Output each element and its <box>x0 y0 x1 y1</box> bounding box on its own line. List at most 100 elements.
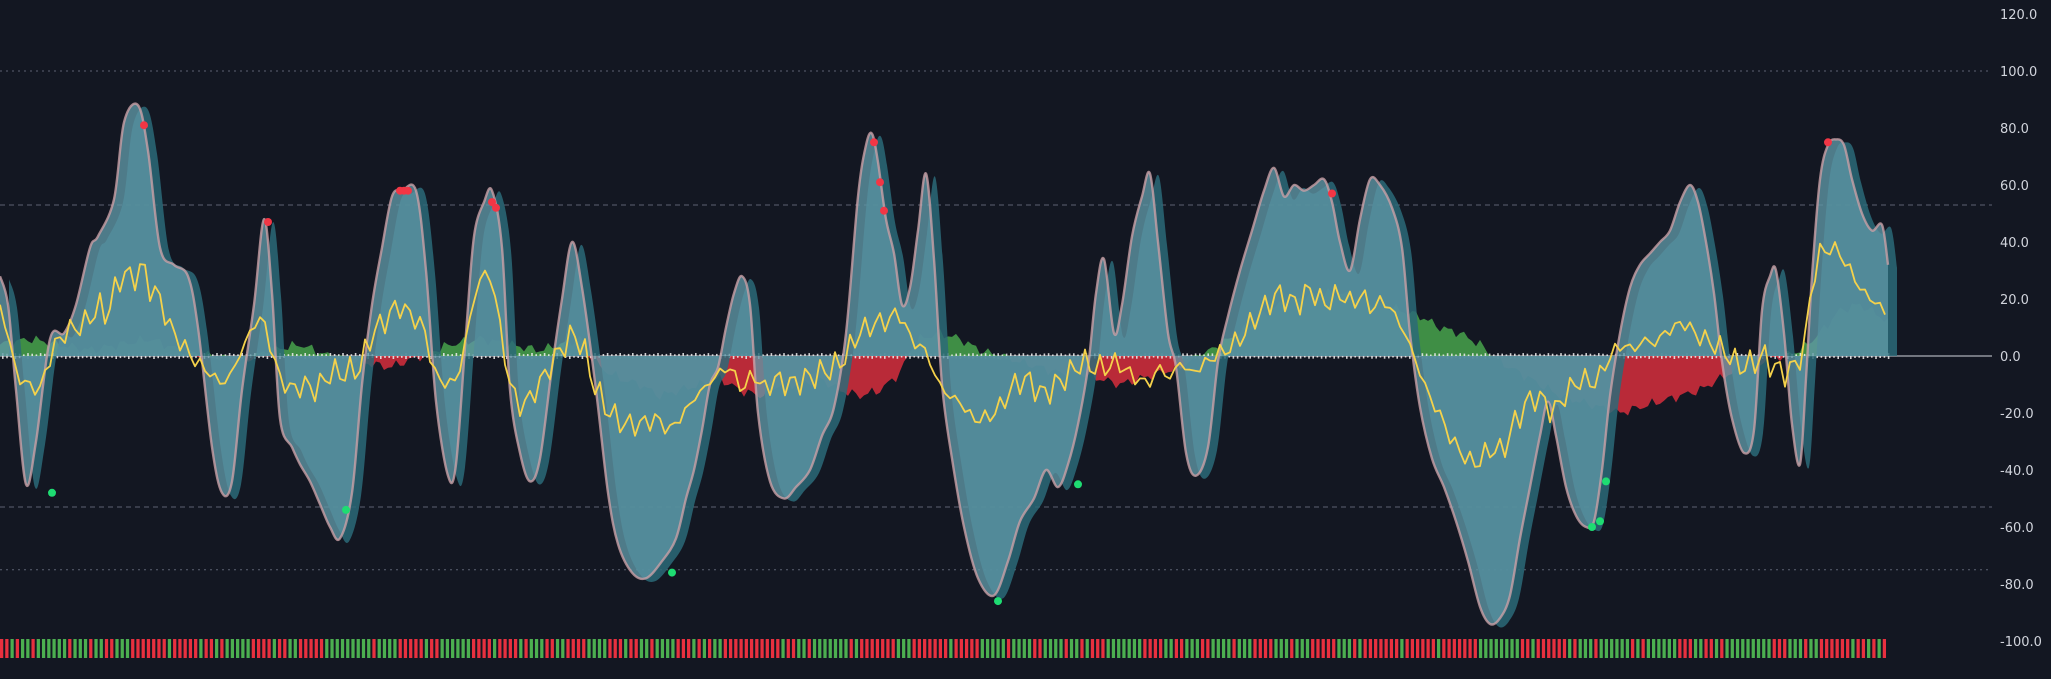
signal-bar <box>1043 639 1047 658</box>
zero-histogram-bar <box>1530 354 1533 358</box>
zero-histogram-bar <box>31 353 33 359</box>
signal-bar <box>430 639 434 658</box>
zero-histogram-bar <box>657 353 659 359</box>
signal-bar <box>1589 639 1593 658</box>
zero-histogram-bar <box>1589 353 1592 359</box>
signal-bar <box>833 639 838 658</box>
signal-bar <box>403 639 408 658</box>
zero-histogram-bar <box>1803 353 1806 358</box>
signal-bar <box>1363 639 1367 658</box>
signal-bar <box>660 639 665 658</box>
signal-bar <box>655 639 659 658</box>
signal-bar <box>47 639 51 658</box>
signal-bar <box>20 639 25 658</box>
signal-bar <box>419 639 423 658</box>
signal-bar <box>1347 639 1352 658</box>
signal-bar <box>1819 639 1824 658</box>
zero-histogram-bar <box>1535 353 1537 359</box>
signal-bar <box>1861 639 1866 658</box>
signal-bar <box>456 639 460 658</box>
signal-bar <box>529 639 533 658</box>
signal-bar <box>498 639 502 658</box>
signal-bar <box>1022 639 1026 658</box>
signal-bar <box>1772 639 1776 658</box>
signal-bar <box>1174 639 1179 658</box>
signal-bar <box>1473 639 1477 658</box>
signal-bar <box>566 639 570 658</box>
signal-bar <box>393 639 397 658</box>
signal-bar <box>1258 639 1262 658</box>
signal-bar <box>1746 639 1750 658</box>
signal-bar <box>985 639 990 658</box>
zero-histogram-bar <box>262 354 264 358</box>
signal-bar <box>1798 639 1803 658</box>
signal-bar <box>503 639 507 658</box>
signal-bar <box>923 639 927 658</box>
signal-bar <box>1804 639 1808 658</box>
signal-bar <box>382 639 387 658</box>
signal-bar <box>1882 639 1887 658</box>
fast-oscillator-line <box>0 241 1886 468</box>
signal-bar <box>1872 639 1876 658</box>
signal-bar <box>298 639 303 658</box>
sell-signal-dot <box>264 218 272 226</box>
zero-histogram-bar <box>644 353 647 359</box>
signal-bar <box>31 639 35 658</box>
signal-bar <box>776 639 780 658</box>
signal-bar <box>1164 639 1168 658</box>
zero-histogram-bar <box>1686 353 1688 359</box>
signal-bar <box>99 639 103 658</box>
signal-bar <box>1274 639 1278 658</box>
signal-bar <box>1117 639 1121 658</box>
signal-bar <box>1075 639 1079 658</box>
signal-bar <box>414 639 418 658</box>
signal-bar <box>409 639 413 658</box>
signal-bar <box>1001 639 1005 658</box>
signal-bar <box>718 639 722 658</box>
signal-bar <box>1604 639 1609 658</box>
zero-histogram-bar <box>140 353 143 359</box>
signal-bar <box>991 639 995 658</box>
signal-bar <box>1111 639 1116 658</box>
signal-bar <box>1221 639 1226 658</box>
bottom-signal-bar-strip <box>0 639 1887 658</box>
zero-histogram-bar <box>1829 354 1831 359</box>
signal-bar <box>335 639 339 658</box>
oscillator-wave-fill <box>0 103 1888 625</box>
signal-bar <box>692 639 696 658</box>
signal-bar <box>1793 639 1797 658</box>
signal-bar <box>356 639 360 658</box>
signal-bar <box>1541 639 1546 658</box>
signal-bar <box>1867 639 1871 658</box>
signal-bar <box>173 639 177 658</box>
zero-histogram-bar <box>1694 354 1697 358</box>
signal-bar <box>293 639 297 658</box>
signal-bar <box>1195 639 1199 658</box>
zero-histogram-bar <box>1119 353 1121 359</box>
zero-histogram-bar <box>501 354 504 358</box>
signal-bar <box>1641 639 1645 658</box>
signal-bar <box>1741 639 1745 658</box>
y-tick-label: 80.0 <box>2000 122 2029 137</box>
zero-histogram-bar <box>1547 353 1550 359</box>
signal-bar <box>964 639 969 658</box>
zero-histogram-bar <box>1493 354 1495 358</box>
zero-histogram-bar <box>1816 354 1818 359</box>
signal-bar <box>865 639 869 658</box>
signal-bar <box>1305 639 1310 658</box>
zero-histogram-bar <box>1035 353 1037 359</box>
zero-histogram-bar <box>220 353 222 358</box>
signal-bar <box>277 639 282 658</box>
zero-histogram-bar <box>1488 353 1491 359</box>
buy-signal-dot <box>994 597 1002 606</box>
zero-histogram-bar <box>682 353 684 359</box>
sell-signal-dot <box>140 121 148 130</box>
signal-bar <box>860 639 864 658</box>
zero-histogram-bar <box>447 354 449 358</box>
signal-bar <box>1825 639 1829 658</box>
signal-bar <box>194 639 198 658</box>
zero-histogram-bar <box>375 354 378 358</box>
zero-histogram-bar <box>123 354 126 358</box>
signal-bar <box>1384 639 1388 658</box>
zero-histogram-bar <box>1673 353 1676 359</box>
